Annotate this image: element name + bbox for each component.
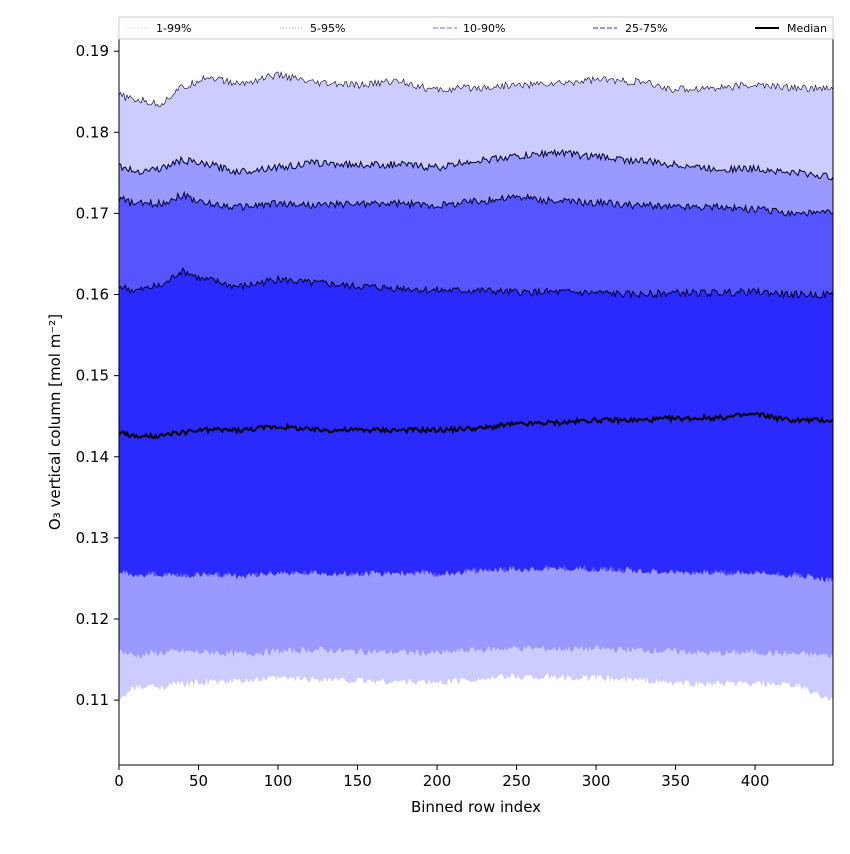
y-tick-label: 0.12 [76, 610, 109, 628]
y-tick-label: 0.17 [76, 204, 109, 222]
band-upper-edge-10-90- [119, 148, 833, 181]
y-tick-label: 0.15 [76, 367, 109, 385]
legend-label: Median [787, 22, 827, 35]
band-25-75-inner [119, 268, 833, 583]
y-tick-label: 0.14 [76, 448, 109, 466]
x-tick-label: 350 [661, 772, 690, 790]
legend-label: 25-75% [625, 22, 667, 35]
x-axis-label: Binned row index [411, 798, 541, 816]
y-tick-label: 0.11 [76, 691, 109, 709]
x-tick-label: 0 [114, 772, 124, 790]
median-layer [118, 411, 834, 440]
y-axis-label: O₃ vertical column [mol m⁻²] [46, 314, 64, 530]
band-upper-edge-25-75-inner [119, 267, 833, 301]
band-upper-edge-5-95- [119, 70, 833, 108]
x-tick-label: 200 [423, 772, 452, 790]
bands-layer [119, 39, 833, 731]
x-tick-label: 50 [189, 772, 208, 790]
x-tick-label: 250 [502, 772, 531, 790]
band-edges-layer [119, 70, 833, 301]
y-tick-label: 0.18 [76, 123, 109, 141]
median-line [118, 411, 834, 440]
y-tick-label: 0.16 [76, 286, 109, 304]
y-tick-label: 0.13 [76, 529, 109, 547]
legend-label: 1-99% [156, 22, 191, 35]
x-tick-label: 400 [741, 772, 770, 790]
band-upper-edge-25-75- [119, 190, 833, 217]
x-tick-label: 100 [264, 772, 293, 790]
legend-label: 10-90% [463, 22, 505, 35]
y-tick-label: 0.19 [76, 42, 109, 60]
legend: 1-99% 5-95% 10-90% 25-75% Median [118, 16, 834, 40]
x-tick-label: 300 [582, 772, 611, 790]
x-axis-ticks: 0 50 100 150 200 250 300 350 400 [114, 765, 769, 790]
x-tick-label: 150 [343, 772, 372, 790]
legend-frame [118, 16, 834, 40]
y-axis-ticks: 0.11 0.12 0.13 0.14 0.15 0.16 0.17 0.18 0.19 [76, 42, 119, 709]
legend-label: 5-95% [310, 22, 345, 35]
